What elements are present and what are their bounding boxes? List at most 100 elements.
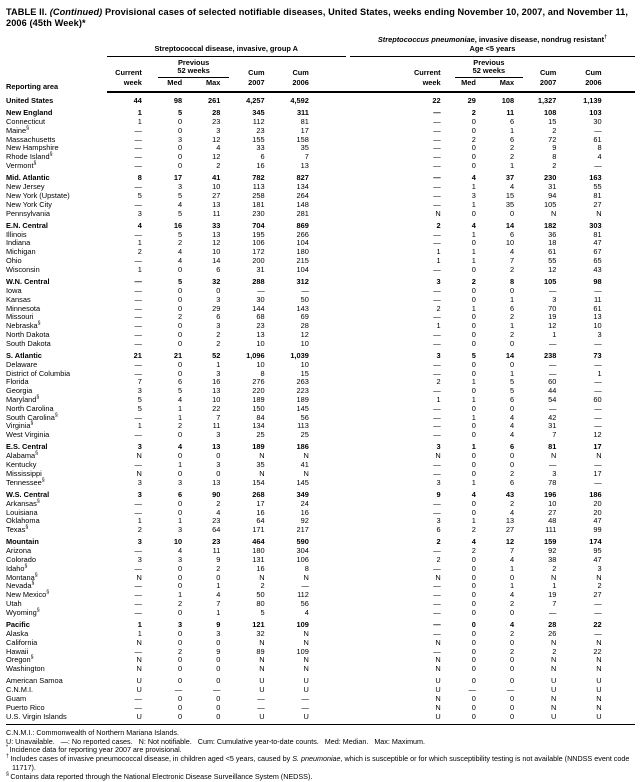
table-row: Utah — 2 7 80 56 — 0 2 7 — bbox=[6, 599, 635, 609]
data-cell: — bbox=[134, 430, 142, 440]
data-cell: 1 bbox=[177, 516, 183, 526]
spacer-cell bbox=[604, 275, 635, 287]
data-cell: N bbox=[551, 208, 557, 218]
data-cell: 3 bbox=[177, 477, 183, 487]
data-cell: 0 bbox=[471, 590, 476, 600]
notifiable-diseases-table: Reporting area Streptococcal disease, in… bbox=[6, 35, 635, 725]
data-cell: 113 bbox=[252, 182, 265, 192]
reporting-area-header: Reporting area bbox=[6, 82, 59, 92]
reporting-area-cell: Idaho§ bbox=[6, 563, 28, 573]
data-cell: 0 bbox=[471, 152, 476, 162]
data-cell: 11 bbox=[212, 546, 221, 556]
data-cell: — bbox=[433, 285, 441, 295]
data-cell: N bbox=[435, 572, 441, 582]
reporting-area-cell: New England bbox=[6, 108, 53, 118]
data-cell: 158 bbox=[296, 134, 309, 144]
data-cell: 20 bbox=[593, 507, 602, 517]
table-row: Minnesota — 0 29 144 143 2 1 6 70 61 bbox=[6, 303, 635, 314]
data-cell: 105 bbox=[544, 199, 557, 209]
data-cell: — bbox=[433, 563, 441, 573]
table-row: Indiana 1 2 12 106 104—0 10 18 47 bbox=[6, 239, 635, 248]
data-cell: 230 bbox=[544, 173, 557, 183]
data-cell: 0 bbox=[471, 555, 476, 565]
data-cell: 1 bbox=[471, 199, 476, 209]
data-cell: — bbox=[433, 312, 441, 322]
table-row: District of Columbia — 0 3 8 15 — 0 1 — 1 bbox=[6, 369, 635, 379]
table-body: United States 44 98 261 4,257 4,592 22 29 108 1,3… bbox=[6, 92, 635, 725]
table-row: Idaho§ — 0 2 16 8 — 0 1 2 3 bbox=[6, 563, 635, 574]
table-row: Colorado 3 3 9 131 106 2 0 4 38 47 bbox=[6, 555, 635, 565]
spacer-cell bbox=[604, 210, 635, 219]
spacer-cell bbox=[604, 257, 635, 266]
data-cell: N bbox=[435, 693, 441, 703]
data-cell: 24 bbox=[300, 498, 309, 508]
data-cell: N bbox=[136, 664, 142, 674]
data-cell: 1,039 bbox=[290, 351, 309, 360]
data-cell: 223 bbox=[296, 386, 309, 396]
table-row: West Virginia — 0 3 25 25 — 0 4 7 12 bbox=[6, 430, 635, 440]
data-cell: U bbox=[259, 676, 265, 686]
data-cell: 90 bbox=[212, 489, 221, 499]
data-cell: 0 bbox=[177, 507, 183, 517]
data-cell: N bbox=[303, 628, 309, 638]
data-cell: 89 bbox=[256, 646, 265, 656]
data-cell: 0 bbox=[471, 460, 476, 470]
data-cell: — bbox=[433, 182, 441, 192]
data-cell: 0 bbox=[177, 693, 183, 703]
data-cell: 1 bbox=[436, 321, 441, 331]
data-cell: 1 bbox=[471, 394, 476, 404]
data-cell: 0 bbox=[177, 468, 183, 478]
spacer-cell bbox=[604, 704, 635, 713]
data-cell: N bbox=[596, 451, 602, 461]
reporting-area-cell: Minnesota bbox=[6, 303, 41, 313]
data-cell: U bbox=[551, 685, 557, 695]
data-cell: 32 bbox=[256, 628, 265, 638]
data-cell: 47 bbox=[593, 516, 602, 526]
data-cell: 0 bbox=[471, 581, 476, 591]
data-cell: 111 bbox=[545, 525, 557, 535]
spacer-cell bbox=[604, 361, 635, 370]
data-cell: 3 bbox=[137, 489, 142, 499]
data-cell: 2 bbox=[436, 377, 441, 387]
data-cell: 186 bbox=[589, 489, 602, 499]
data-cell: 0 bbox=[510, 664, 515, 674]
data-cell: N bbox=[136, 451, 142, 461]
data-cell: 16 bbox=[256, 161, 265, 171]
spacer-cell bbox=[604, 201, 635, 210]
col-2007-g2: 2007 bbox=[517, 78, 560, 93]
data-cell: 171 bbox=[252, 525, 265, 535]
data-cell: 67 bbox=[593, 247, 602, 257]
footnote-line: † Includes cases of invasive pneumococca… bbox=[6, 753, 632, 773]
data-cell: 0 bbox=[177, 563, 183, 573]
table-row: Massachusetts — 3 12 155 158 — 2 6 72 61 bbox=[6, 134, 635, 145]
data-cell: 0 bbox=[471, 143, 476, 153]
data-cell: 8 bbox=[597, 143, 602, 153]
data-cell: 6 bbox=[216, 264, 221, 274]
data-cell: 2 bbox=[137, 525, 142, 535]
data-cell: 1 bbox=[471, 477, 476, 487]
data-cell: — bbox=[433, 460, 441, 470]
data-cell: 2 bbox=[552, 125, 557, 135]
data-cell: 12 bbox=[593, 430, 602, 440]
data-cell: 10 bbox=[173, 537, 183, 547]
col-max-g1: Max bbox=[187, 78, 226, 93]
data-cell: 2 bbox=[471, 277, 476, 287]
data-cell: 0 bbox=[471, 451, 476, 461]
data-cell: U bbox=[269, 712, 314, 725]
data-cell: 1 bbox=[471, 377, 476, 387]
data-cell: 36 bbox=[548, 229, 557, 239]
table-row: Florida 7 6 16 276 263 2 1 5 60 — bbox=[6, 378, 635, 387]
data-cell: 0 bbox=[471, 702, 476, 712]
table-row: Delaware — 0 1 10 10 — 0 0 — — bbox=[6, 360, 635, 370]
table-row: North Dakota —0 2 13 12—0 2 1 3 bbox=[6, 330, 635, 340]
data-cell: 4 bbox=[471, 489, 476, 499]
spacer-cell bbox=[604, 618, 635, 630]
data-cell: 8 bbox=[510, 277, 515, 287]
data-cell: 3 bbox=[216, 460, 221, 470]
data-cell: 3 bbox=[436, 516, 441, 526]
data-cell: — bbox=[257, 693, 265, 703]
spacer-cell bbox=[604, 248, 635, 257]
data-cell: 3 bbox=[552, 294, 557, 304]
spacer-cell bbox=[604, 239, 635, 248]
spacer-cell bbox=[604, 106, 635, 118]
